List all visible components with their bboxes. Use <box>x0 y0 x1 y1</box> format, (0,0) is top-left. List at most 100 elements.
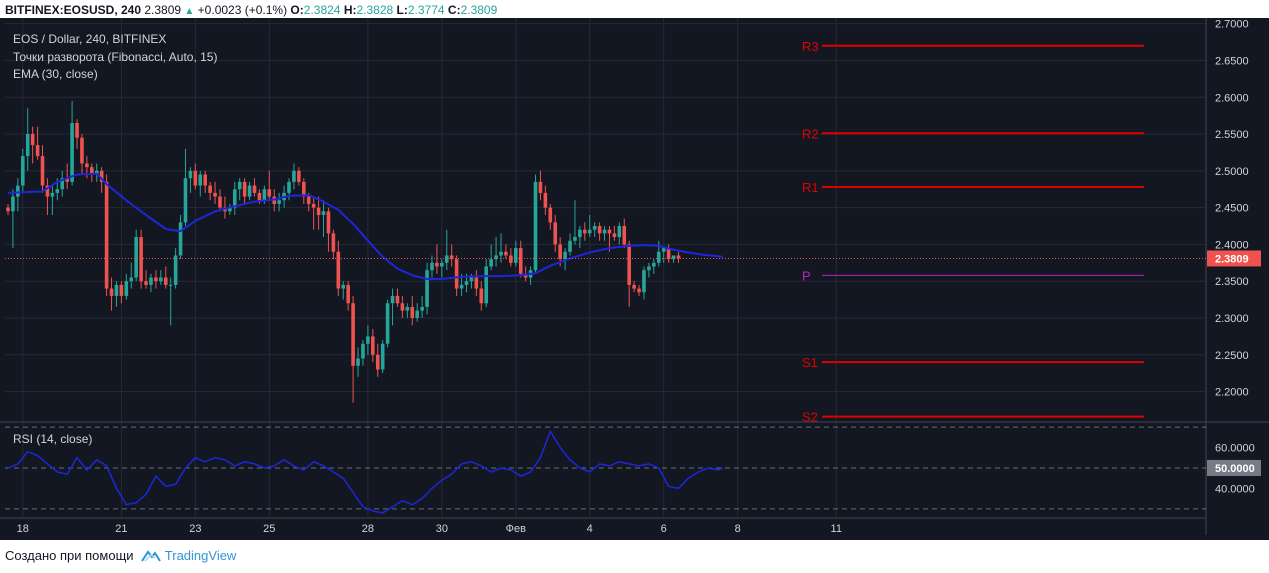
candle <box>627 240 631 307</box>
candle-body <box>247 185 252 197</box>
candle <box>661 248 666 263</box>
candle <box>518 240 523 278</box>
candle <box>385 299 390 348</box>
candle <box>489 244 493 271</box>
footer-created-with: Создано при помощи <box>5 548 134 563</box>
candle-body <box>607 229 612 234</box>
candle <box>425 262 429 315</box>
chart-canvas[interactable]: 2.7000 2.6500 2.6000 2.5500 2.5000 2.4500 2.40… <box>0 18 1269 540</box>
candle-body <box>188 170 193 179</box>
candle <box>637 284 641 296</box>
candle-body <box>612 233 617 238</box>
candle <box>543 185 548 215</box>
candle <box>420 295 424 318</box>
candle-body <box>449 255 454 260</box>
candle <box>40 145 45 193</box>
rsi-value-tag-label: 50.0000 <box>1215 463 1255 475</box>
candle <box>292 163 296 190</box>
candle-body <box>149 277 153 285</box>
candle-body <box>40 156 45 186</box>
last-price-tag-label: 2.3809 <box>1215 253 1249 265</box>
candle-body <box>16 185 20 197</box>
candle <box>548 203 553 230</box>
time-tick-label: 18 <box>17 523 29 535</box>
candle-body <box>55 189 60 193</box>
symbol-header: BITFINEX:EOSUSD, 240 2.3809 ▲ +0.0023 (+… <box>0 0 1269 20</box>
candle-body <box>597 226 602 234</box>
legend-series[interactable]: EOS / Dollar, 240, BITFINEX <box>13 32 167 46</box>
candle-body <box>30 134 35 146</box>
candle-body <box>139 237 143 282</box>
candle-body <box>661 248 666 252</box>
candle <box>449 244 454 267</box>
candle-body <box>306 196 311 204</box>
candle-body <box>494 255 498 260</box>
candle <box>513 240 518 267</box>
candle-body <box>435 262 439 267</box>
candle-body <box>459 284 464 289</box>
rsi-tick-label: 60.0000 <box>1215 443 1255 455</box>
tradingview-logo-icon[interactable] <box>141 549 162 566</box>
pivot-label-r2: R2 <box>802 126 819 141</box>
candle-body <box>178 222 183 256</box>
candle <box>213 181 217 204</box>
candle-body <box>104 181 109 289</box>
candle <box>568 233 572 256</box>
candle-body <box>237 181 242 190</box>
time-tick-label: 4 <box>587 523 593 535</box>
candle-body <box>292 170 296 182</box>
pivot-label-s2: S2 <box>802 410 818 425</box>
candle <box>134 229 138 282</box>
candle-body <box>114 284 119 296</box>
candle-body <box>375 354 380 370</box>
candle-body <box>479 288 484 304</box>
candle-body <box>267 189 272 197</box>
candle <box>587 214 592 238</box>
candle <box>484 259 489 307</box>
candle-body <box>129 277 134 282</box>
candle <box>390 288 395 326</box>
price-tick-label: 2.3500 <box>1215 276 1249 288</box>
candle-body <box>45 185 50 197</box>
candle-body <box>94 170 99 175</box>
candle <box>159 270 163 285</box>
price-tick-label: 2.6500 <box>1215 55 1249 67</box>
candle-body <box>65 178 69 182</box>
time-tick-label: 11 <box>831 523 842 535</box>
time-tick-label: 21 <box>115 523 127 535</box>
legend-pivot-indicator[interactable]: Точки разворота (Fibonacci, Auto, 15) <box>13 50 218 64</box>
candle-body <box>666 248 671 260</box>
candle-body <box>656 251 661 263</box>
high-label: H: <box>343 3 357 17</box>
candle <box>509 248 513 267</box>
chart-background <box>0 18 1269 540</box>
candle <box>124 273 129 300</box>
candle <box>331 229 336 260</box>
candle <box>499 233 503 263</box>
time-tick-label: 25 <box>263 523 275 535</box>
candle <box>617 222 622 245</box>
footer-brand[interactable]: TradingView <box>164 548 237 563</box>
candle <box>277 192 281 212</box>
candle <box>75 119 79 149</box>
candle <box>410 295 415 326</box>
candle-body <box>415 310 419 318</box>
candle <box>228 203 232 215</box>
candle <box>247 181 252 201</box>
candle <box>578 226 582 249</box>
legend-rsi-indicator[interactable]: RSI (14, close) <box>13 432 93 446</box>
candle <box>45 178 50 215</box>
candle-body <box>35 145 40 157</box>
candle-body <box>346 284 350 304</box>
candle <box>336 240 341 296</box>
candle <box>563 248 567 271</box>
candle-body <box>583 229 587 234</box>
candle <box>311 196 316 230</box>
legend-ema-indicator[interactable]: EMA (30, close) <box>13 67 98 81</box>
candle <box>11 189 15 249</box>
candle-body <box>430 262 434 271</box>
candle-body <box>262 189 267 201</box>
candle-body <box>469 277 474 282</box>
candle-body <box>232 189 237 208</box>
candle <box>232 181 237 215</box>
